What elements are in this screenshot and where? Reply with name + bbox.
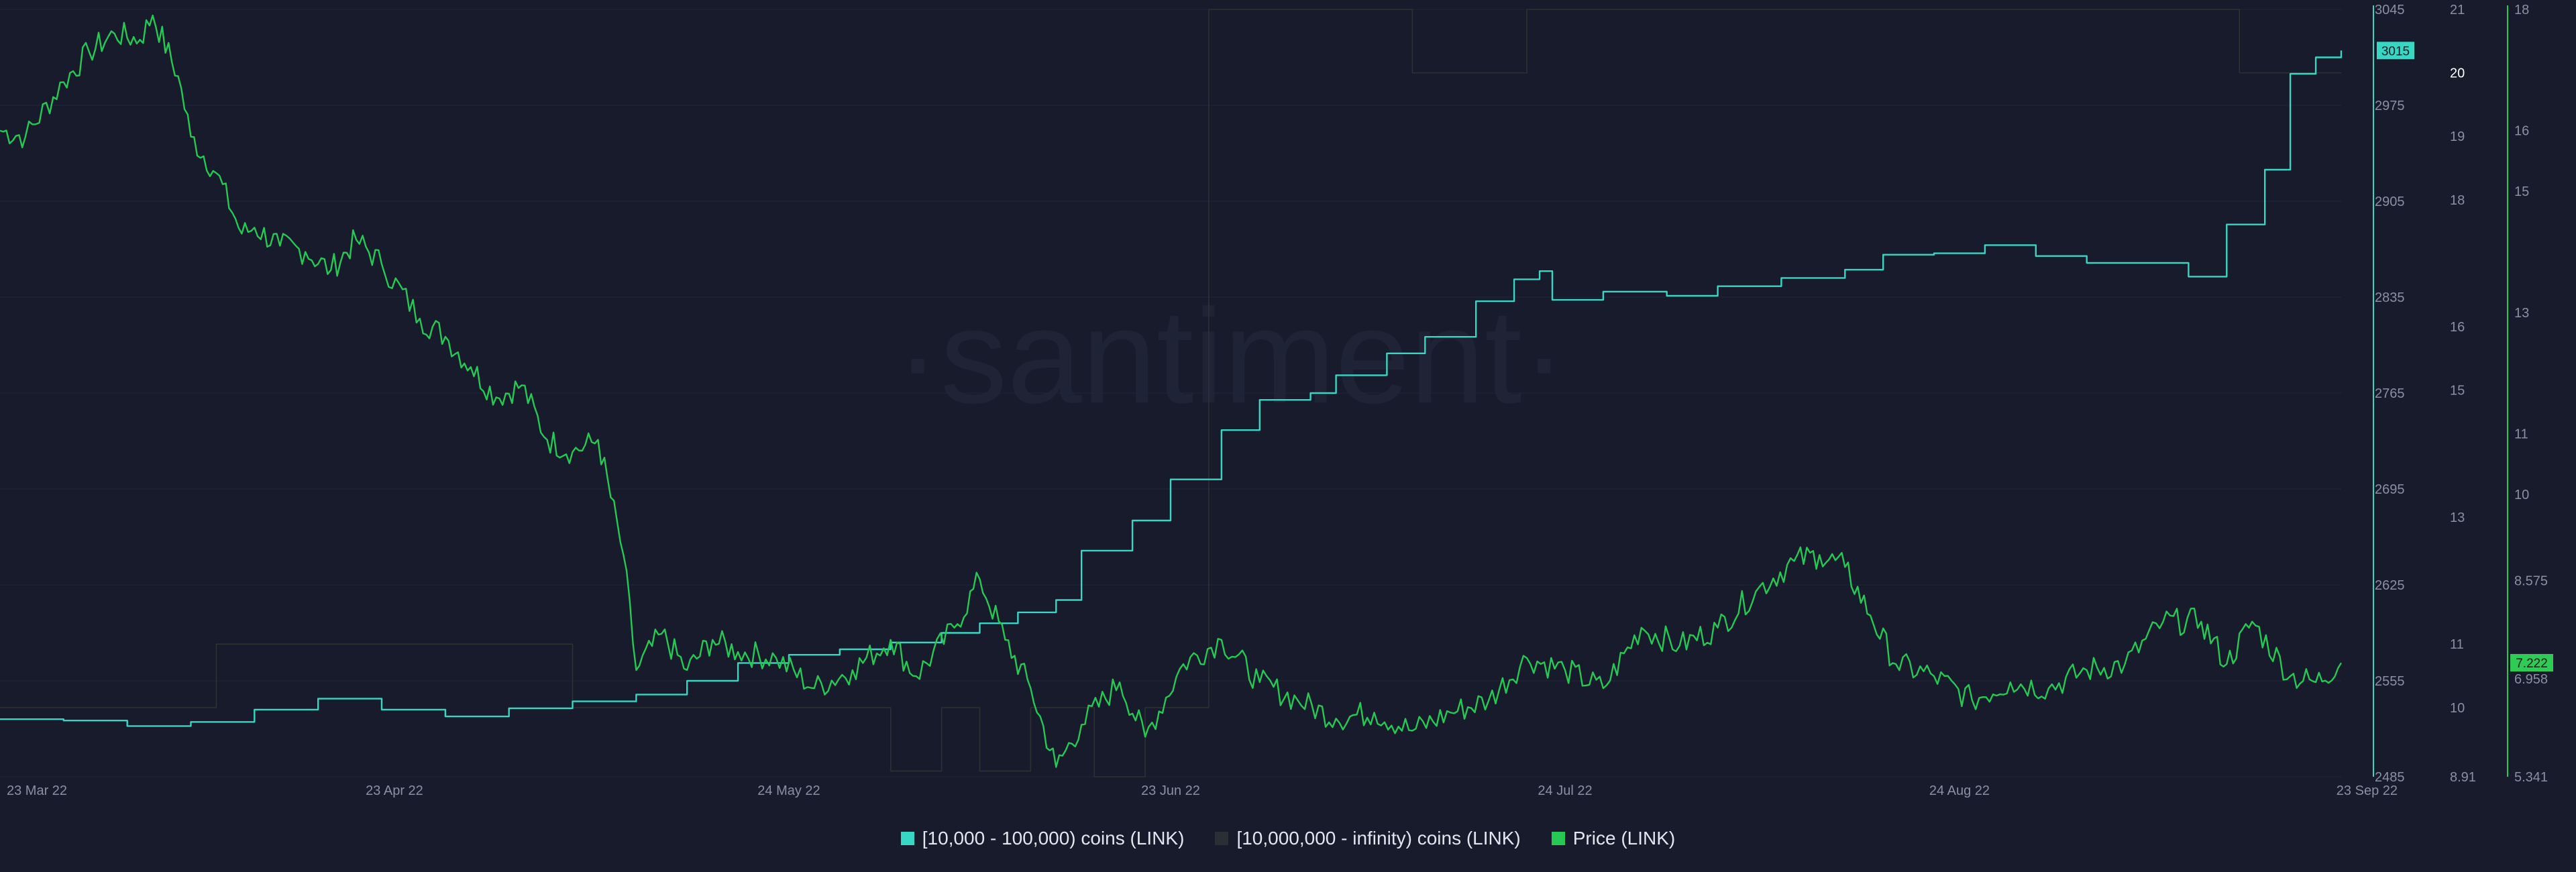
y-tick-label-price: 18 xyxy=(2514,3,2529,17)
series-lines xyxy=(0,9,2343,777)
series-line-teal xyxy=(0,50,2343,727)
value-badges: 3015 20 7.222 xyxy=(2377,42,2553,672)
gridlines xyxy=(0,9,2341,777)
last-value-badge-holders xyxy=(2447,64,2467,81)
y-tick-label-holders: 16 xyxy=(2450,320,2465,335)
last-value-holders: 20 xyxy=(2450,66,2465,81)
axes: 23 Mar 22 23 Apr 22 24 May 22 23 Jun 22 24 J… xyxy=(7,3,2548,798)
series-line-price xyxy=(0,14,2343,768)
y-tick-label-price: 5.341 xyxy=(2514,770,2548,785)
legend-item-10k-100k-coins[interactable]: [10,000 - 100,000) coins (LINK) xyxy=(900,828,1185,849)
santiment-watermark: ·santiment· xyxy=(896,282,1566,431)
last-value-teal: 3015 xyxy=(2381,44,2410,58)
legend: [10,000 - 100,000) coins (LINK) [10,000,… xyxy=(0,824,2576,853)
y-tick-label-teal: 2555 xyxy=(2375,674,2405,689)
y-tick-label-teal: 3045 xyxy=(2375,3,2405,17)
legend-item-price[interactable]: Price (LINK) xyxy=(1551,828,1676,849)
y-tick-label-teal: 2695 xyxy=(2375,482,2405,497)
y-tick-label-holders: 15 xyxy=(2450,384,2465,398)
x-tick-label: 24 Jul 22 xyxy=(1538,783,1592,798)
y-tick-label-price: 8.575 xyxy=(2514,574,2548,589)
y-tick-label-holders: 8.91 xyxy=(2450,770,2476,785)
y-tick-label-holders: 18 xyxy=(2450,193,2465,208)
x-tick-label: 23 Apr 22 xyxy=(366,783,423,798)
last-value-badge-price xyxy=(2510,654,2553,672)
y-tick-label-teal: 2975 xyxy=(2375,99,2405,113)
legend-swatch-dark xyxy=(1215,832,1229,845)
legend-swatch-teal xyxy=(900,832,914,845)
y-tick-label-holders: 21 xyxy=(2450,3,2465,17)
x-tick-label: 23 Sep 22 xyxy=(2337,783,2398,798)
y-tick-label-holders: 11 xyxy=(2450,637,2464,652)
y-tick-label-teal: 2485 xyxy=(2375,770,2405,785)
x-tick-label: 23 Mar 22 xyxy=(7,783,67,798)
legend-swatch-green xyxy=(1551,832,1565,845)
y-tick-label-holders: 13 xyxy=(2450,510,2465,525)
y-tick-label-price: 16 xyxy=(2514,124,2529,139)
last-value-price: 7.222 xyxy=(2516,657,2548,671)
y-tick-label-price: 6.958 xyxy=(2514,672,2548,687)
y-tick-label-holders: 19 xyxy=(2450,129,2465,144)
line-chart: ·santiment· 23 Mar 22 23 Apr 22 24 May 22 2… xyxy=(0,3,2553,798)
legend-item-10m-infinity-coins[interactable]: [10,000,000 - infinity) coins (LINK) xyxy=(1215,828,1521,849)
y-tick-label-holders: 10 xyxy=(2450,701,2465,716)
y-tick-label-teal: 2765 xyxy=(2375,386,2405,401)
y-tick-label-price: 13 xyxy=(2514,306,2529,321)
series-line-dark xyxy=(0,9,2341,777)
legend-label: Price (LINK) xyxy=(1572,828,1676,849)
x-tick-label: 24 May 22 xyxy=(757,783,820,798)
last-value-badge-teal xyxy=(2377,42,2414,60)
y-tick-label-price: 15 xyxy=(2514,184,2529,199)
legend-label: [10,000 - 100,000) coins (LINK) xyxy=(922,828,1185,849)
y-tick-label-price: 11 xyxy=(2514,427,2528,442)
legend-label: [10,000,000 - infinity) coins (LINK) xyxy=(1236,828,1521,849)
y-tick-label-teal: 2905 xyxy=(2375,195,2405,209)
x-tick-label: 23 Jun 22 xyxy=(1141,783,1200,798)
x-tick-label: 24 Aug 22 xyxy=(1929,783,1990,798)
y-tick-label-teal: 2835 xyxy=(2375,290,2405,305)
y-tick-label-teal: 2625 xyxy=(2375,578,2405,593)
y-tick-label-price: 10 xyxy=(2514,488,2529,502)
